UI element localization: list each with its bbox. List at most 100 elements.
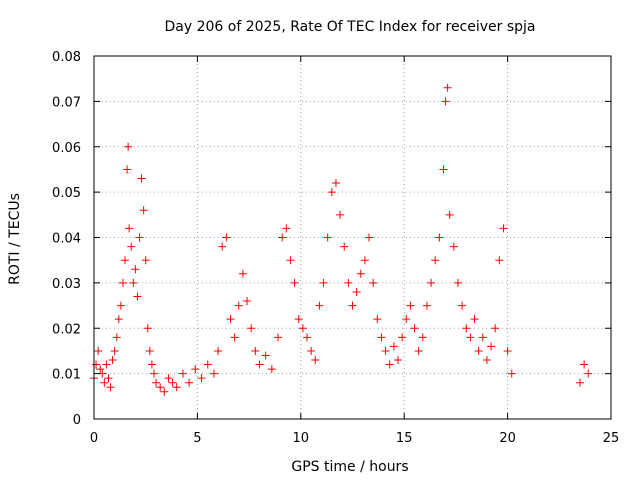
data-point <box>410 324 419 333</box>
data-point <box>112 333 121 342</box>
data-point <box>307 346 316 355</box>
data-point <box>282 224 291 233</box>
data-point <box>141 256 150 265</box>
data-point <box>100 378 109 387</box>
x-tick-label: 5 <box>193 431 201 446</box>
data-point <box>369 278 378 287</box>
data-point <box>418 333 427 342</box>
data-point <box>185 378 194 387</box>
data-point <box>123 165 132 174</box>
data-point <box>435 233 444 242</box>
data-point <box>584 369 593 378</box>
data-point <box>178 369 187 378</box>
data-point <box>191 365 200 374</box>
data-point <box>125 224 134 233</box>
data-point <box>298 324 307 333</box>
data-point <box>414 346 423 355</box>
x-tick-label: 25 <box>603 431 620 446</box>
y-tick-label: 0.05 <box>52 186 81 201</box>
data-point <box>230 333 239 342</box>
x-tick-label: 0 <box>90 431 98 446</box>
data-point <box>499 224 508 233</box>
data-point <box>214 346 223 355</box>
data-point <box>129 278 138 287</box>
data-point <box>261 351 270 360</box>
data-point <box>209 369 218 378</box>
y-tick-label: 0.08 <box>52 50 81 65</box>
data-point <box>294 315 303 324</box>
data-point <box>402 315 411 324</box>
data-point <box>365 233 374 242</box>
data-point <box>251 346 260 355</box>
plot-frame <box>93 55 612 420</box>
data-point <box>470 315 479 324</box>
data-point <box>344 278 353 287</box>
x-axis-label: GPS time / hours <box>291 459 408 475</box>
data-point <box>102 360 111 369</box>
data-point <box>164 374 173 383</box>
data-point <box>124 142 133 151</box>
data-point <box>398 333 407 342</box>
data-point <box>96 365 105 374</box>
data-point <box>439 165 448 174</box>
data-point <box>203 360 212 369</box>
data-point <box>139 206 148 215</box>
data-point <box>247 324 256 333</box>
data-point <box>422 301 431 310</box>
data-point <box>336 210 345 219</box>
data-point <box>441 97 450 106</box>
data-points <box>90 83 593 396</box>
x-tick-label: 20 <box>499 431 516 446</box>
data-point <box>160 387 169 396</box>
data-point <box>197 374 206 383</box>
data-point <box>311 356 320 365</box>
chart-title: Day 206 of 2025, Rate Of TEC Index for r… <box>164 19 535 35</box>
axis-ticks: 0 5 10 15 20 25 0 0.01 0.02 0.03 0.04 0.05 0.06 0.07 0… <box>52 50 619 446</box>
data-point <box>286 256 295 265</box>
data-point <box>406 301 415 310</box>
data-point <box>222 233 231 242</box>
data-point <box>352 287 361 296</box>
data-point <box>443 83 452 92</box>
data-point <box>118 278 127 287</box>
data-point <box>466 333 475 342</box>
data-point <box>127 242 136 251</box>
data-point <box>121 256 130 265</box>
data-point <box>348 301 357 310</box>
y-tick-label: 0.06 <box>52 141 81 156</box>
x-tick-label: 10 <box>293 431 310 446</box>
data-point <box>315 301 324 310</box>
x-tick-label: 15 <box>396 431 413 446</box>
data-point <box>135 233 144 242</box>
data-point <box>393 356 402 365</box>
data-point <box>575 378 584 387</box>
data-point <box>381 346 390 355</box>
data-point <box>92 360 101 369</box>
data-point <box>267 365 276 374</box>
data-point <box>427 278 436 287</box>
data-point <box>491 324 500 333</box>
data-point <box>234 301 243 310</box>
data-point <box>116 301 125 310</box>
data-point <box>108 356 117 365</box>
data-point <box>149 369 158 378</box>
data-point <box>482 356 491 365</box>
data-point <box>243 297 252 306</box>
data-point <box>474 346 483 355</box>
data-point <box>255 360 264 369</box>
data-point <box>172 383 181 392</box>
data-point <box>94 346 103 355</box>
data-point <box>152 378 161 387</box>
data-point <box>290 278 299 287</box>
data-point <box>226 315 235 324</box>
y-axis-label: ROTI / TECUs <box>7 193 23 285</box>
data-point <box>114 315 123 324</box>
data-point <box>145 346 154 355</box>
data-point <box>373 315 382 324</box>
data-point <box>168 378 177 387</box>
data-point <box>389 342 398 351</box>
data-point <box>503 346 512 355</box>
data-point <box>274 333 283 342</box>
data-point <box>106 383 115 392</box>
